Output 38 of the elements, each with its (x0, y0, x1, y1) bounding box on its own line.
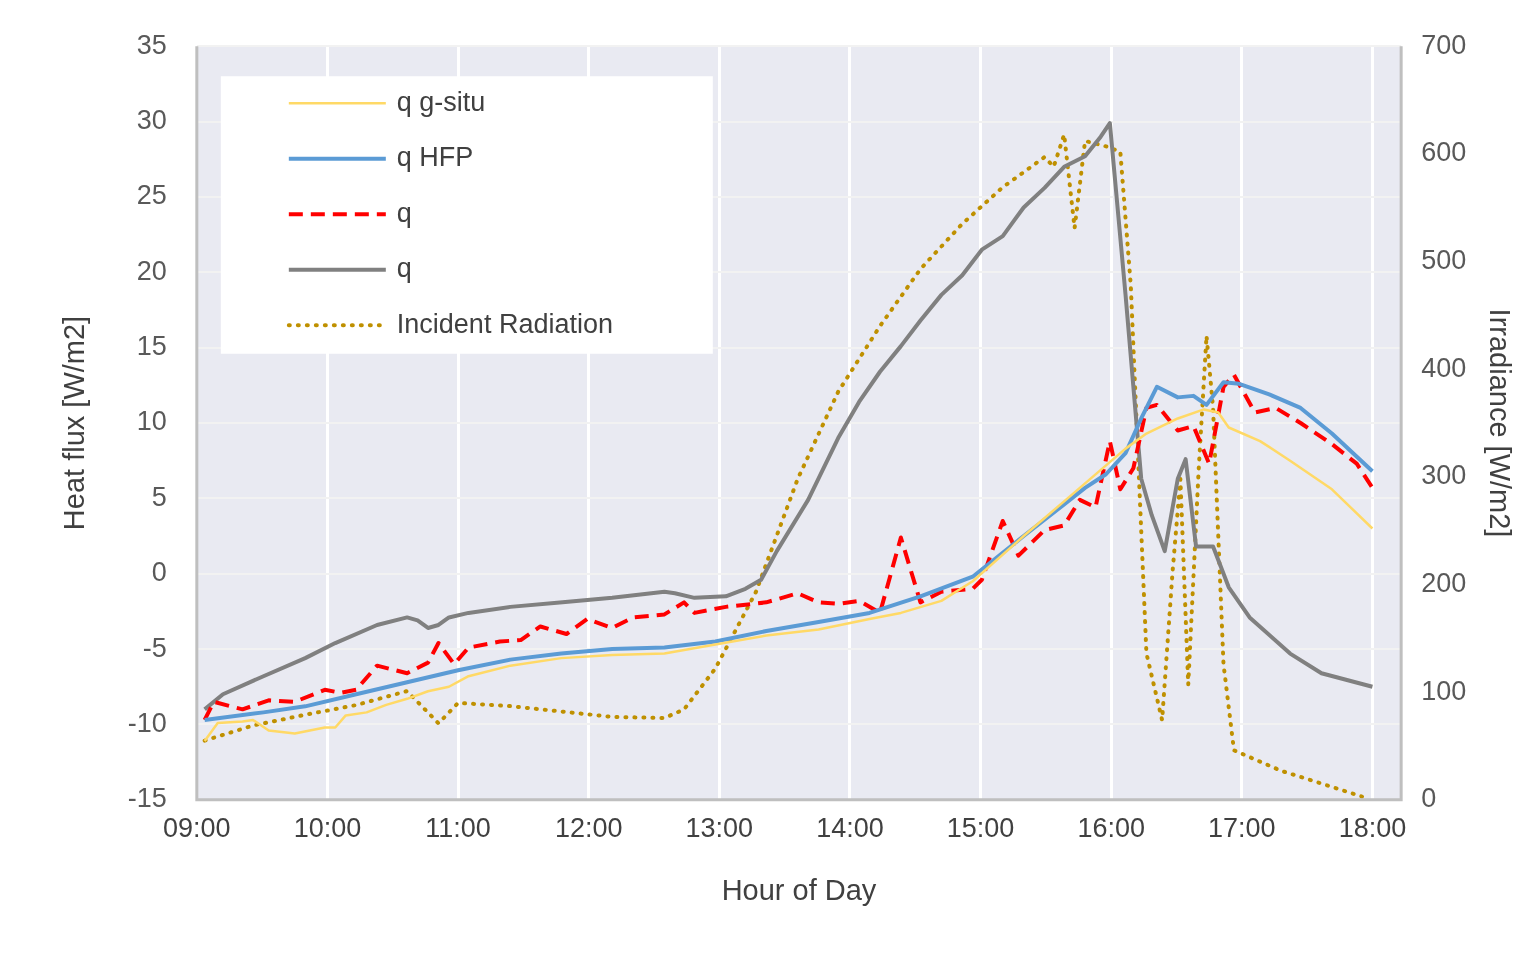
y-tick-label: 10 (136, 406, 167, 437)
x-tick-label: 13:00 (685, 813, 754, 844)
x-tick-label: 12:00 (554, 813, 623, 844)
x-tick-label: 09:00 (163, 813, 231, 844)
y-tick-label: -10 (127, 707, 167, 738)
legend-label: q (396, 197, 412, 228)
y-tick-label: 20 (136, 255, 167, 286)
x-tick-label: 17:00 (1208, 813, 1276, 844)
y-axis-title: Heat flux [W/m2] (58, 315, 91, 531)
y-tick-label: 25 (136, 180, 167, 211)
x-tick-label: 14:00 (816, 813, 884, 844)
x-tick-label: 16:00 (1077, 813, 1145, 844)
y2-tick-label: 100 (1421, 675, 1467, 706)
y-tick-label: 35 (136, 29, 167, 60)
y2-tick-label: 400 (1421, 352, 1467, 383)
y2-tick-label: 500 (1421, 244, 1467, 275)
legend-label: Incident Radiation (396, 308, 613, 339)
x-tick-label: 15:00 (946, 813, 1015, 844)
y2-tick-label: 700 (1421, 29, 1467, 60)
x-tick-label: 10:00 (293, 813, 362, 844)
y-tick-label: 0 (151, 557, 167, 588)
legend-label: q g-situ (396, 86, 486, 117)
y2-tick-label: 600 (1421, 137, 1467, 168)
y2-axis-title: Irradiance [W/m2] (1483, 308, 1516, 538)
x-tick-label: 18:00 (1338, 813, 1407, 844)
y2-tick-label: 300 (1421, 460, 1467, 491)
x-axis-title: Hour of Day (721, 873, 877, 906)
y2-tick-label: 0 (1421, 783, 1437, 814)
legend-label: q HFP (396, 142, 474, 173)
y-tick-label: 30 (136, 105, 167, 136)
line-series (202, 132, 1364, 799)
y-tick-label: 5 (151, 481, 167, 512)
x-tick-label: 11:00 (425, 813, 491, 844)
y-tick-label: 15 (136, 331, 167, 362)
y-tick-label: -15 (127, 783, 167, 814)
y-tick-label: -5 (142, 632, 167, 663)
legend-label: q (396, 253, 412, 284)
y2-tick-label: 200 (1421, 567, 1467, 598)
